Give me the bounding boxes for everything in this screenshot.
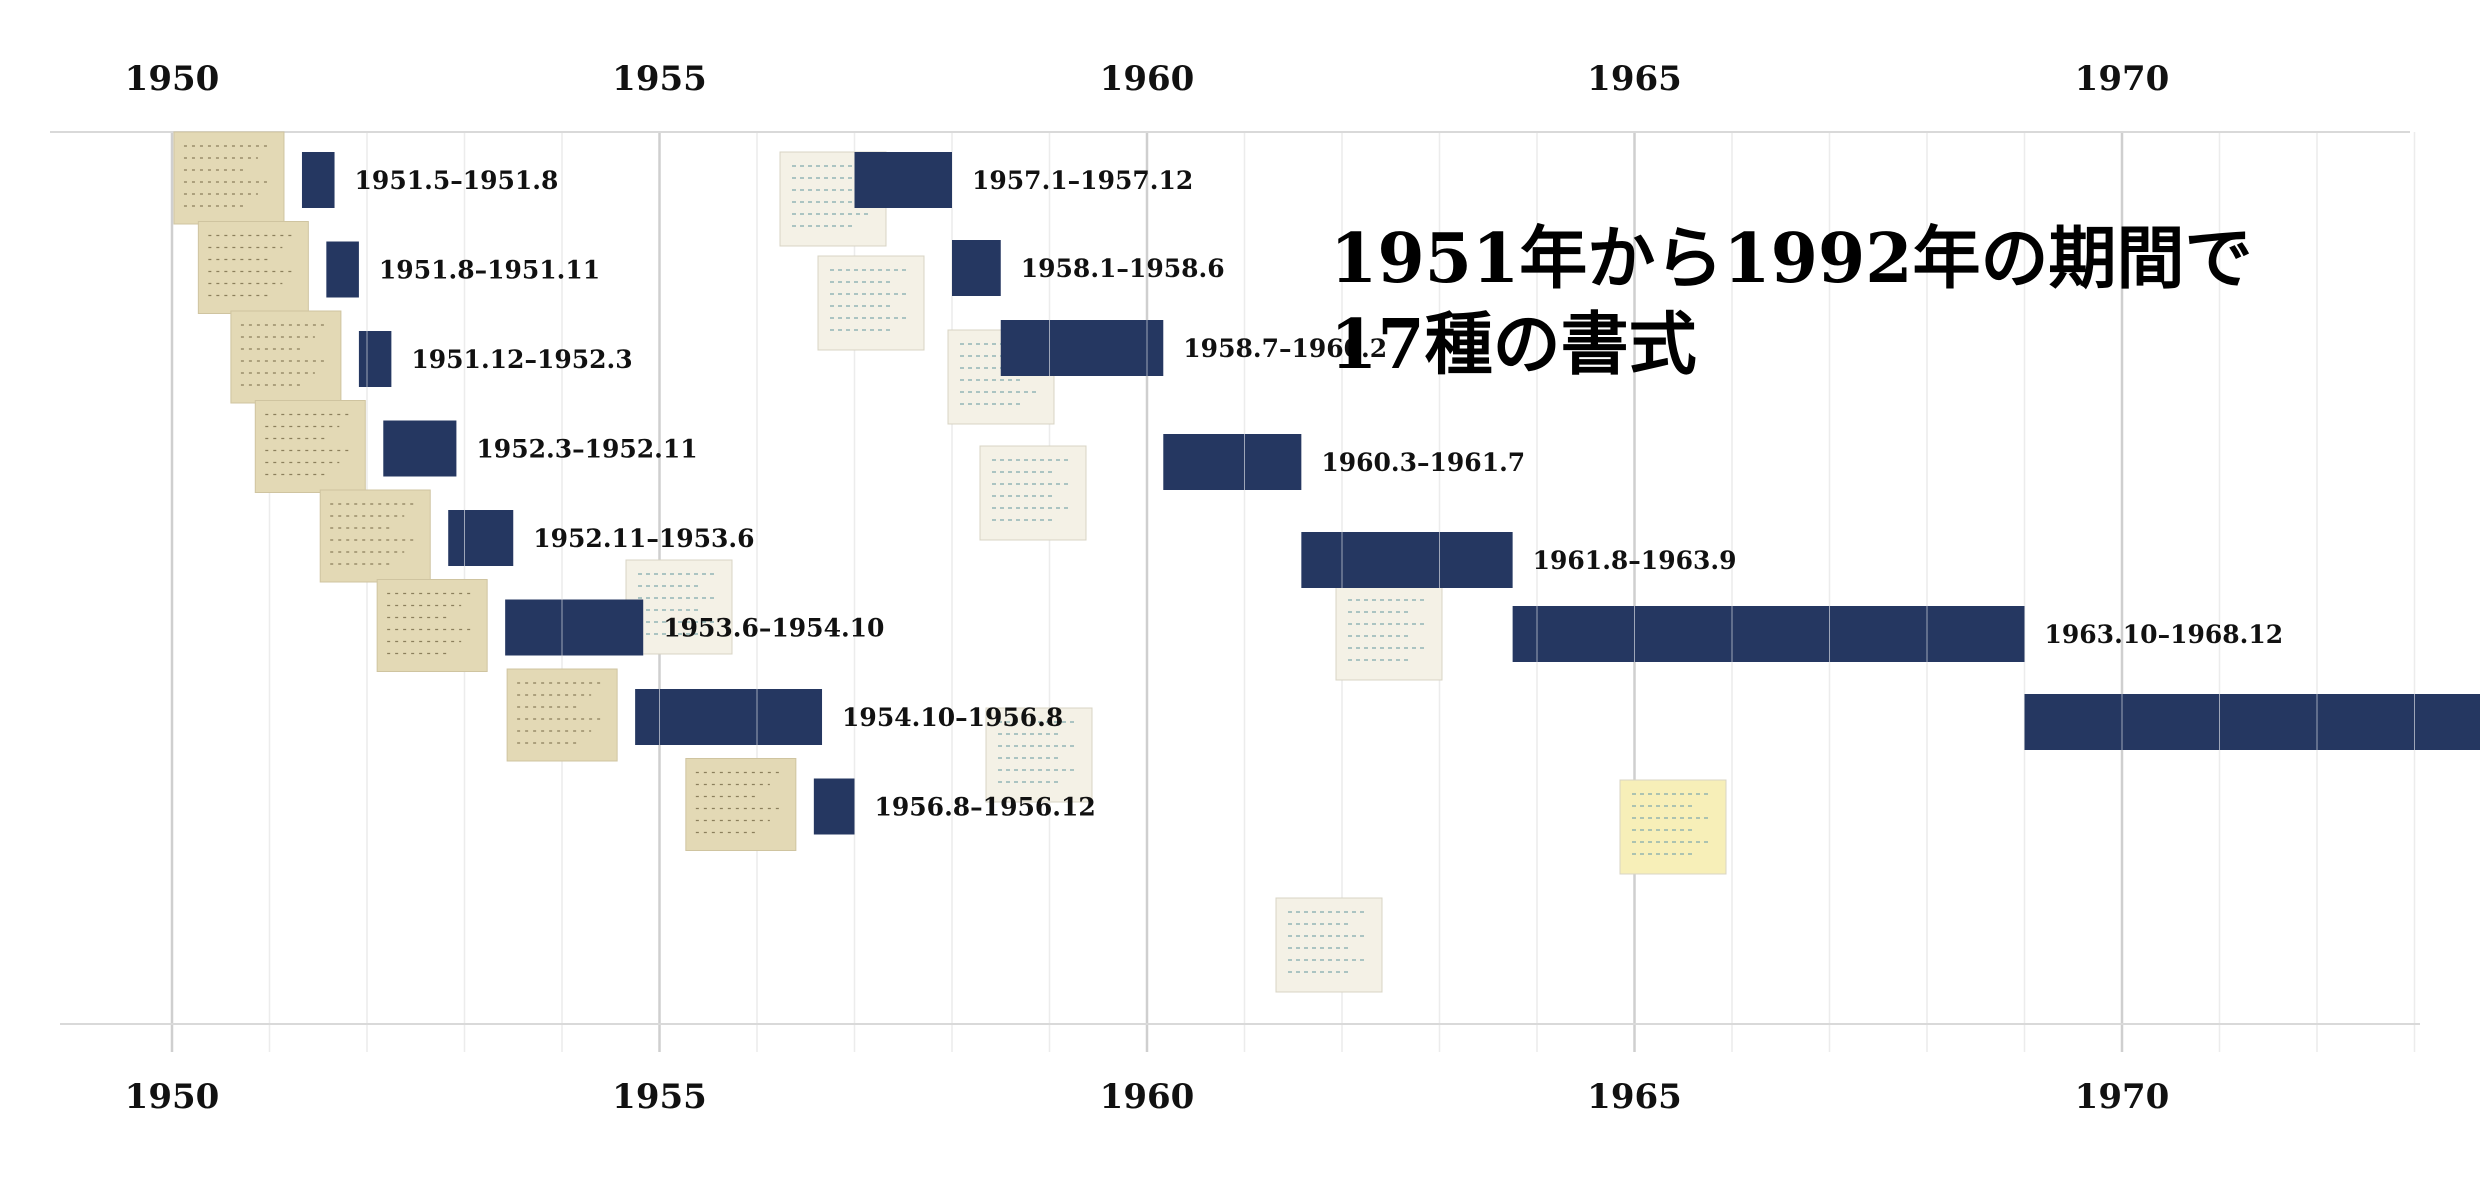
- period-bar: [1512, 606, 2025, 662]
- period-bar: [383, 420, 457, 477]
- period-label: 1951.8–1951.11: [379, 256, 600, 285]
- document-thumbnail: [1275, 897, 1383, 993]
- chart-title-line-1: 1951年から1992年の期間で: [1330, 219, 2253, 299]
- x-tick-label-bottom: 1970: [2075, 1077, 2170, 1117]
- x-tick-label-top: 1955: [612, 59, 707, 99]
- document-thumbnail: [979, 445, 1087, 541]
- document-thumbnail: [319, 489, 431, 583]
- x-tick-label-top: 1950: [125, 59, 220, 99]
- bar-layer: [301, 152, 2480, 835]
- chart-title: 1951年から1992年の期間で 17種の書式: [1330, 219, 2253, 385]
- x-tick-label-bottom: 1965: [1587, 1077, 1682, 1117]
- document-thumbnail: [1335, 585, 1443, 681]
- x-tick-label-top: 1970: [2075, 59, 2170, 99]
- period-bar: [813, 778, 855, 835]
- period-bar: [448, 510, 514, 566]
- period-bar: [635, 689, 823, 745]
- x-tick-label-bottom: 1950: [125, 1077, 220, 1117]
- period-bar: [1000, 320, 1164, 376]
- axis-lines-layer: [50, 131, 2420, 1025]
- period-label: 1961.8–1963.9: [1533, 546, 1737, 575]
- period-bar: [854, 152, 952, 208]
- period-label: 1957.1–1957.12: [972, 166, 1193, 195]
- period-label: 1958.1–1958.6: [1021, 254, 1225, 283]
- document-thumbnail: [376, 579, 488, 672]
- thumbnail-layer: [173, 131, 1727, 993]
- period-bar: [301, 152, 335, 208]
- period-label: 1952.11–1953.6: [533, 524, 754, 553]
- period-bar: [505, 599, 644, 656]
- period-bar: [1163, 434, 1302, 490]
- bar-label-layer: 1951.5–1951.8 1951.8–1951.11 1951.12–1952.…: [355, 166, 2284, 822]
- period-label: 1963.10–1968.12: [2045, 620, 2284, 649]
- period-bar: [326, 241, 359, 298]
- period-label: 1952.3–1952.11: [476, 435, 697, 464]
- period-label: 1958.7–1960.2: [1183, 334, 1387, 363]
- x-tick-label-top: 1960: [1100, 59, 1195, 99]
- document-thumbnail: [625, 559, 733, 655]
- tick-label-layer: 1950 1950 1955 1955 1960 1960 1965 1965 1970 1970…: [125, 59, 2170, 1117]
- document-thumbnail: [173, 131, 285, 225]
- period-bar: [1301, 532, 1513, 588]
- x-tick-label-bottom: 1960: [1100, 1077, 1195, 1117]
- document-thumbnail: [506, 668, 618, 762]
- period-bar: [2024, 694, 2480, 750]
- period-bar: [952, 240, 1001, 296]
- document-thumbnail: [985, 707, 1093, 803]
- document-thumbnail: [685, 758, 797, 851]
- period-label: 1951.12–1952.3: [411, 345, 632, 374]
- period-label: 1960.3–1961.7: [1321, 448, 1525, 477]
- period-bar: [358, 331, 392, 387]
- period-label: 1953.6–1954.10: [663, 614, 884, 643]
- document-thumbnail: [230, 310, 342, 404]
- document-thumbnail: [254, 400, 366, 493]
- document-thumbnail: [1619, 779, 1727, 875]
- document-thumbnail: [817, 255, 925, 351]
- x-tick-label-bottom: 1955: [612, 1077, 707, 1117]
- period-label: 1951.5–1951.8: [355, 166, 559, 195]
- chart-title-line-2: 17種の書式: [1330, 305, 1697, 385]
- document-thumbnail: [197, 221, 309, 314]
- x-tick-label-top: 1965: [1587, 59, 1682, 99]
- period-label: 1956.8–1956.12: [875, 793, 1096, 822]
- period-label: 1954.10–1956.8: [842, 703, 1063, 732]
